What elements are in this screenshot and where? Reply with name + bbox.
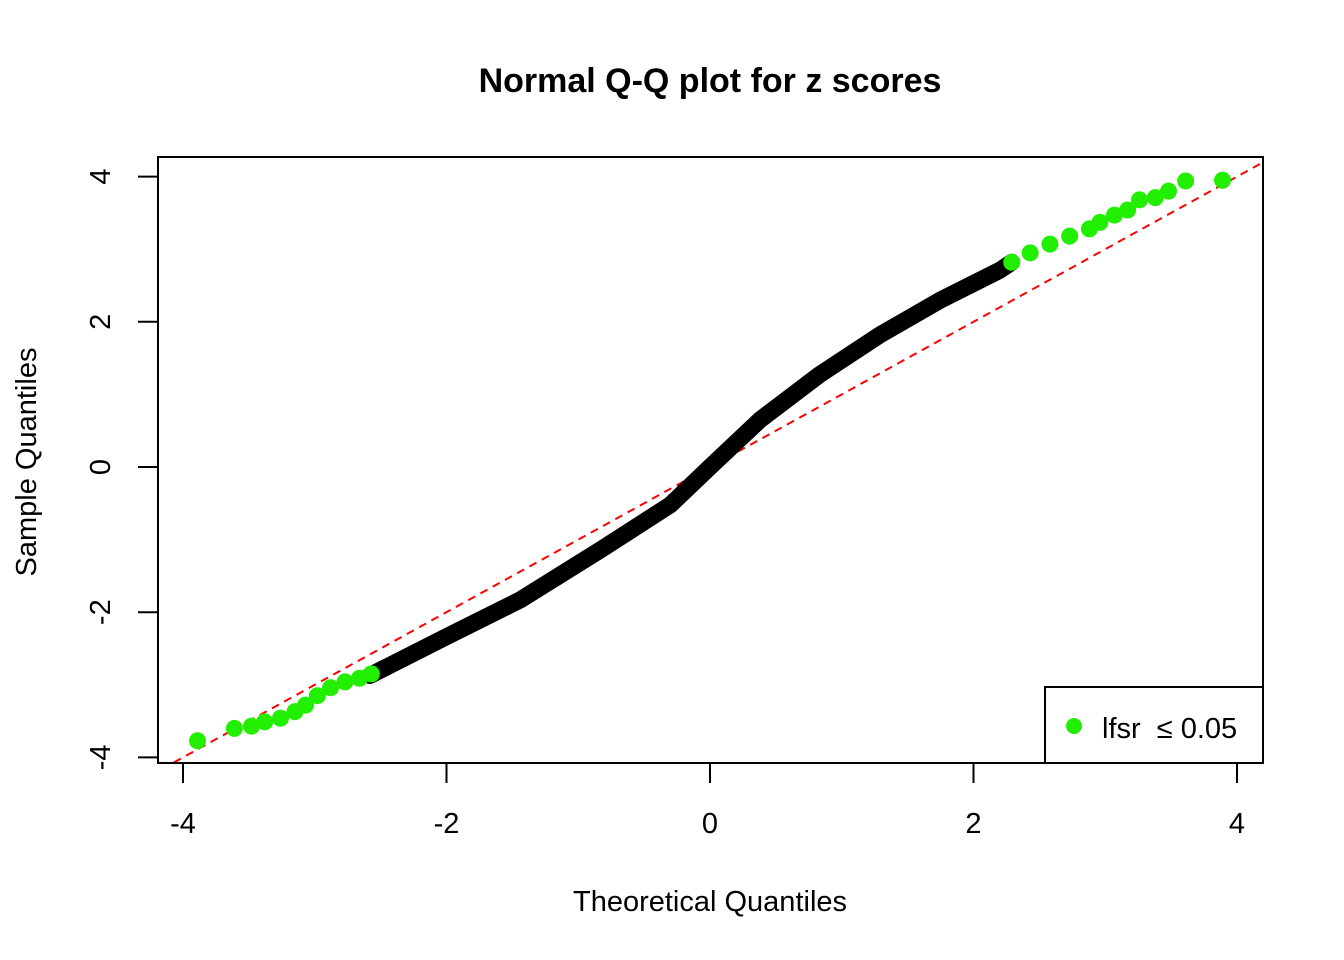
legend-label: lfsr ≤ 0.05 bbox=[1102, 713, 1237, 745]
significant-point bbox=[322, 679, 340, 697]
significant-point bbox=[1119, 201, 1137, 219]
legend: lfsr ≤ 0.05 bbox=[1044, 686, 1264, 764]
significant-point bbox=[271, 709, 289, 727]
significant-point bbox=[297, 696, 315, 714]
significant-point bbox=[225, 719, 243, 737]
significant-point bbox=[308, 687, 326, 705]
significant-point bbox=[1105, 206, 1123, 224]
y-tick-label: 4 bbox=[85, 169, 117, 185]
sample-points-curve bbox=[361, 253, 1021, 684]
x-tick-label: -2 bbox=[434, 808, 460, 840]
x-tick-label: 0 bbox=[702, 808, 718, 840]
significant-point bbox=[188, 732, 206, 750]
significant-point bbox=[1021, 244, 1039, 262]
significant-point bbox=[362, 665, 380, 683]
significant-point bbox=[1159, 182, 1177, 200]
y-tick-label: 2 bbox=[85, 314, 117, 330]
significant-point bbox=[1061, 227, 1079, 245]
significant-point bbox=[1091, 213, 1109, 231]
x-tick-label: 2 bbox=[965, 808, 981, 840]
y-tick-label: -4 bbox=[85, 745, 117, 771]
reference-line bbox=[170, 161, 1263, 763]
significant-point bbox=[1214, 171, 1232, 189]
y-tick-label: 0 bbox=[85, 459, 117, 475]
x-axis-label: Theoretical Quantiles bbox=[573, 886, 847, 918]
significant-point bbox=[256, 713, 274, 731]
significant-point bbox=[1177, 172, 1195, 190]
significant-point bbox=[1041, 235, 1059, 253]
x-tick-label: 4 bbox=[1229, 808, 1245, 840]
x-tick-label: -4 bbox=[170, 808, 196, 840]
significant-point bbox=[1146, 189, 1164, 207]
chart-title: Normal Q-Q plot for z scores bbox=[479, 62, 942, 100]
significant-point bbox=[336, 673, 354, 691]
y-tick-label: -2 bbox=[85, 599, 117, 625]
significant-point bbox=[1003, 253, 1021, 271]
legend-marker bbox=[1066, 718, 1082, 734]
significant-point bbox=[1131, 191, 1149, 209]
significant-point bbox=[243, 717, 261, 735]
y-axis-label: Sample Quantiles bbox=[11, 348, 43, 577]
